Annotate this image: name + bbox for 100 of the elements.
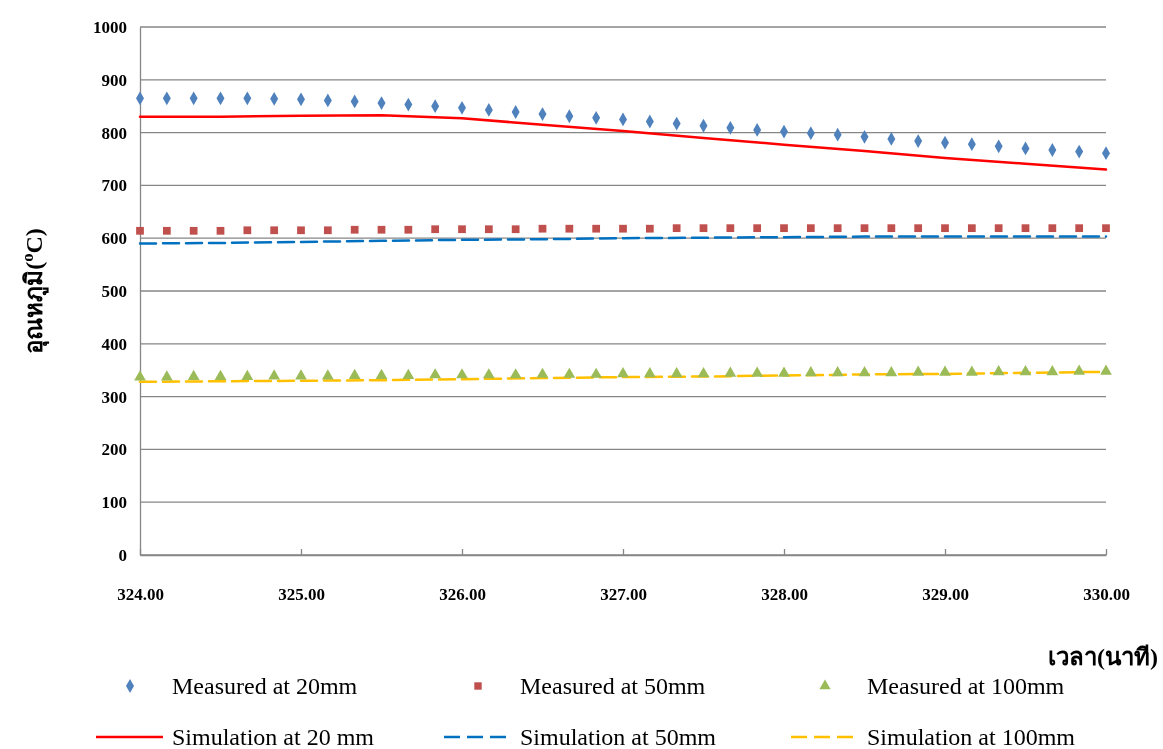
point xyxy=(189,226,198,235)
legend-label: Measured at 100mm xyxy=(867,673,1065,699)
point xyxy=(377,225,386,234)
point xyxy=(914,224,923,233)
point xyxy=(726,224,735,233)
point xyxy=(941,224,949,233)
point xyxy=(321,369,334,380)
point xyxy=(858,366,871,377)
x-tick-label: 324.00 xyxy=(117,585,164,604)
x-tick-label: 330.00 xyxy=(1083,585,1130,604)
point xyxy=(1102,224,1110,233)
point xyxy=(1048,224,1057,233)
point xyxy=(243,226,252,235)
y-tick-label: 900 xyxy=(101,70,127,90)
point xyxy=(1046,364,1059,376)
point xyxy=(912,365,925,376)
point xyxy=(241,369,254,380)
point xyxy=(323,226,332,235)
point xyxy=(833,224,842,233)
point xyxy=(295,369,307,380)
point xyxy=(1019,364,1032,376)
point xyxy=(1073,364,1086,375)
point xyxy=(456,368,468,379)
y-tick-label: 1000 xyxy=(93,17,127,37)
point xyxy=(375,368,388,379)
y-tick-label: 600 xyxy=(101,229,127,249)
point xyxy=(967,224,976,233)
point xyxy=(887,224,896,233)
point xyxy=(643,367,656,378)
point xyxy=(806,224,815,233)
point xyxy=(1100,364,1112,375)
point xyxy=(270,226,279,235)
y-tick-label: 500 xyxy=(101,281,127,301)
point xyxy=(511,225,520,234)
point xyxy=(939,365,951,376)
y-tick-label: 400 xyxy=(101,334,127,354)
legend-label: Simulation at 20 mm xyxy=(172,724,375,749)
point xyxy=(348,368,361,379)
y-tick-label: 100 xyxy=(101,493,127,513)
point xyxy=(538,224,547,233)
point xyxy=(994,224,1003,233)
point xyxy=(187,369,200,380)
point xyxy=(780,224,788,233)
x-tick-label: 326.00 xyxy=(439,585,486,604)
x-tick-label: 329.00 xyxy=(922,585,969,604)
point xyxy=(484,225,493,234)
point xyxy=(590,367,603,378)
point xyxy=(509,368,522,379)
point xyxy=(268,369,281,380)
point xyxy=(216,226,225,235)
legend-label: Measured at 20mm xyxy=(172,673,358,699)
legend-label: Simulation at 100mm xyxy=(867,724,1076,749)
point xyxy=(1021,224,1030,233)
legend-label: Measured at 50mm xyxy=(520,673,706,699)
y-tick-label: 700 xyxy=(101,176,127,196)
line-series xyxy=(138,113,1108,171)
point xyxy=(458,225,466,234)
point xyxy=(160,370,173,381)
point xyxy=(697,367,710,378)
point xyxy=(804,366,817,377)
point xyxy=(563,367,576,378)
point xyxy=(860,224,869,233)
y-tick-label: 200 xyxy=(101,440,127,460)
x-tick-label: 328.00 xyxy=(761,585,808,604)
point xyxy=(645,224,654,233)
point xyxy=(753,224,762,233)
point xyxy=(965,365,978,376)
point xyxy=(431,225,440,234)
point xyxy=(724,366,737,377)
point xyxy=(751,366,764,377)
point xyxy=(404,225,413,234)
point xyxy=(536,367,549,378)
point xyxy=(350,225,359,234)
point xyxy=(429,368,442,379)
point xyxy=(699,224,708,233)
point xyxy=(778,366,790,377)
point xyxy=(565,224,574,233)
point xyxy=(1075,224,1084,233)
x-tick-label: 325.00 xyxy=(278,585,325,604)
x-tick-label: 327.00 xyxy=(600,585,647,604)
point xyxy=(885,366,898,377)
point xyxy=(592,224,601,233)
point xyxy=(619,224,627,233)
point xyxy=(670,367,683,378)
point xyxy=(134,370,146,381)
x-axis-title: เวลา(นาที) xyxy=(1048,644,1158,670)
point xyxy=(162,226,171,235)
point xyxy=(402,368,415,379)
point xyxy=(992,364,1005,376)
point xyxy=(214,369,227,380)
point xyxy=(136,226,144,235)
point xyxy=(672,224,681,233)
y-tick-label: 0 xyxy=(118,545,127,565)
y-tick-label: 800 xyxy=(101,123,127,143)
point xyxy=(831,366,844,377)
point xyxy=(482,368,495,379)
line-series xyxy=(138,235,1108,245)
point xyxy=(617,367,629,378)
point xyxy=(297,226,305,235)
y-tick-label: 300 xyxy=(101,387,127,407)
